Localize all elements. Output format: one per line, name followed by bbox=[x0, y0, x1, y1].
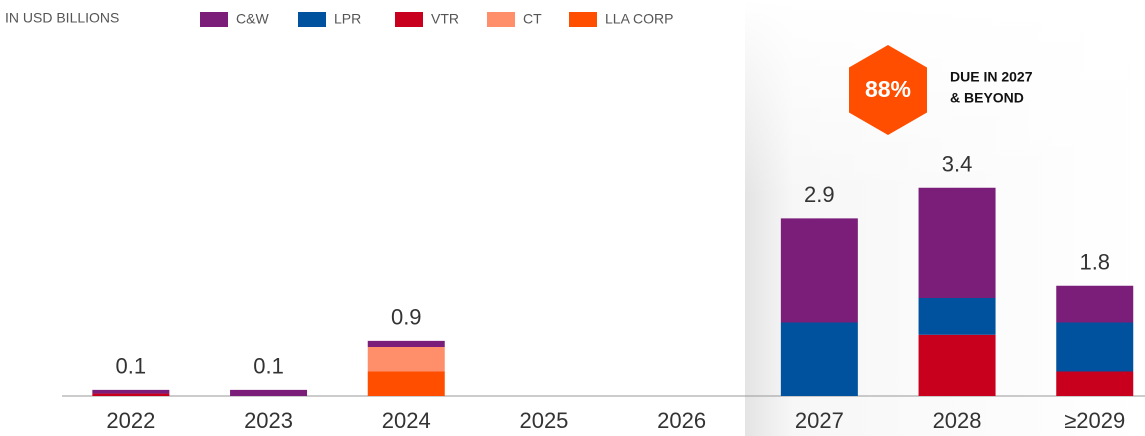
unit-label: IN USD BILLIONS bbox=[5, 10, 119, 26]
bar-segment bbox=[92, 389, 170, 394]
bar-segment bbox=[918, 187, 996, 298]
x-tick-label: 2024 bbox=[382, 408, 431, 433]
legend-label: LPR bbox=[334, 11, 361, 27]
total-label: 0.1 bbox=[116, 354, 147, 379]
legend-swatch bbox=[487, 12, 515, 27]
legend-label: CT bbox=[523, 11, 542, 27]
bar-segment bbox=[1056, 371, 1134, 396]
bar-segment bbox=[780, 218, 858, 323]
legend-swatch bbox=[298, 12, 326, 27]
total-label: 0.9 bbox=[391, 305, 422, 330]
total-label: 0.1 bbox=[253, 354, 284, 379]
bar-segment bbox=[367, 371, 445, 396]
x-tick-label: 2028 bbox=[933, 408, 982, 433]
badge bbox=[849, 45, 927, 135]
total-label: 2.9 bbox=[804, 182, 835, 207]
bar-segment bbox=[780, 322, 858, 396]
total-label: 1.8 bbox=[1079, 250, 1110, 275]
bar-segment bbox=[918, 334, 996, 396]
x-tick-label: 2025 bbox=[519, 408, 568, 433]
legend-label: LLA CORP bbox=[605, 11, 673, 27]
bar-segment bbox=[367, 340, 445, 347]
bar-segment bbox=[230, 389, 308, 396]
legend-label: C&W bbox=[236, 11, 269, 27]
legend-label: VTR bbox=[431, 11, 459, 27]
badge-value: 88% bbox=[865, 76, 911, 102]
bar-segment bbox=[918, 298, 996, 335]
badge-text: & BEYOND bbox=[950, 90, 1024, 106]
x-tick-label: 2022 bbox=[106, 408, 155, 433]
badge-text: DUE IN 2027 bbox=[950, 69, 1033, 85]
bar-segment bbox=[92, 393, 170, 396]
x-tick-label: 2023 bbox=[244, 408, 293, 433]
x-tick-label: 2027 bbox=[795, 408, 844, 433]
bar-segment bbox=[1056, 322, 1134, 372]
legend-swatch bbox=[569, 12, 597, 27]
x-tick-label: ≥2029 bbox=[1064, 408, 1125, 433]
total-label: 3.4 bbox=[942, 152, 973, 177]
bar-segment bbox=[367, 347, 445, 372]
x-tick-label: 2026 bbox=[657, 408, 706, 433]
legend-swatch bbox=[395, 12, 423, 27]
legend-swatch bbox=[200, 12, 228, 27]
bar-segment bbox=[1056, 285, 1134, 323]
